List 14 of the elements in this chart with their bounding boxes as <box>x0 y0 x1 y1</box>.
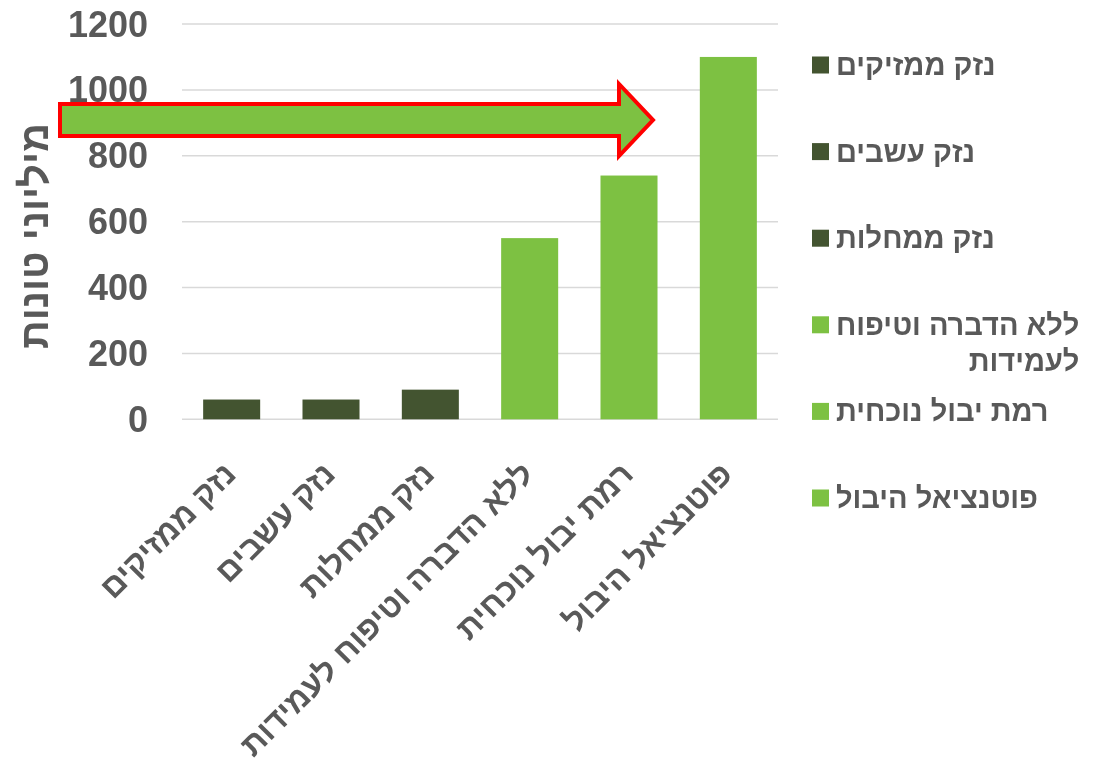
legend-label: נזק ממזיקים <box>836 49 996 81</box>
y-tick-label: 1200 <box>67 3 148 45</box>
y-tick-label: 1000 <box>67 69 148 111</box>
y-tick-label: 600 <box>87 201 148 243</box>
y-tick-label: 400 <box>87 267 148 309</box>
legend-label: נזק עשבים <box>836 135 975 168</box>
y-tick-label: 0 <box>127 398 148 440</box>
legend-label: נזק ממחלות <box>836 222 995 255</box>
legend-label: רמת יבול נוכחית <box>836 395 1049 428</box>
y-axis-title: מיליוני טונות <box>12 122 56 350</box>
y-tick-label: 800 <box>87 135 148 177</box>
legend-label: ללא הדברה וטיפוח לעמידות <box>836 308 1080 377</box>
legend-label: פוטנציאל היבול <box>836 482 1039 514</box>
y-tick-label: 200 <box>87 332 148 374</box>
